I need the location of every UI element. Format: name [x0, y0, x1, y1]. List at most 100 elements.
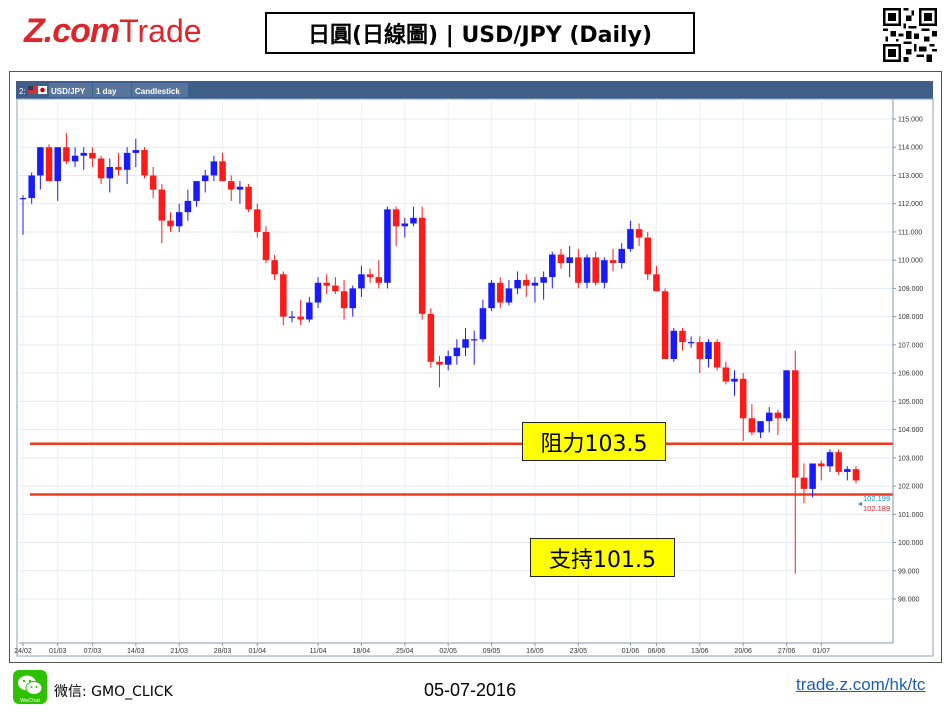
candle — [852, 466, 860, 484]
candle — [245, 183, 252, 213]
candle-body — [444, 356, 452, 365]
candle — [653, 265, 660, 292]
candle — [193, 181, 200, 207]
candle — [592, 251, 599, 286]
candle-body — [97, 158, 105, 179]
candle — [63, 133, 70, 165]
candle — [115, 152, 122, 176]
candle-body — [818, 463, 825, 467]
candle-body — [332, 285, 339, 292]
candle-body — [488, 282, 495, 309]
toolbar-symbol[interactable]: USD/JPY — [51, 87, 86, 96]
x-tick-label: 13/06 — [691, 648, 709, 655]
candle — [453, 339, 461, 365]
candle — [531, 277, 539, 303]
page-title: 日圓(日線圖) | USD/JPY (Daily) — [265, 12, 695, 54]
y-tick-label: 109.000 — [898, 286, 923, 293]
candle — [722, 361, 730, 385]
candle-body — [800, 477, 808, 489]
candle — [696, 336, 704, 374]
candle — [80, 147, 87, 170]
candle — [488, 279, 495, 311]
candle — [349, 285, 356, 317]
candle-body — [358, 274, 365, 289]
y-tick-label: 98.000 — [898, 597, 920, 604]
website-link[interactable]: trade.z.com/hk/tc — [796, 675, 926, 694]
candle-body — [80, 152, 87, 156]
candle — [774, 409, 782, 436]
candle-body — [280, 274, 287, 317]
candle — [765, 407, 773, 433]
candle-body — [71, 155, 79, 162]
candle — [809, 463, 816, 498]
candle-body — [175, 212, 183, 227]
candle-body — [63, 147, 70, 162]
candle — [644, 231, 651, 280]
candle — [306, 296, 313, 323]
candle — [514, 271, 521, 295]
candle — [731, 370, 738, 396]
candle-body — [210, 161, 218, 176]
candle-body — [470, 339, 478, 341]
y-tick-label: 101.000 — [898, 512, 923, 519]
candle — [384, 206, 391, 289]
candle — [201, 169, 209, 193]
candle-body — [297, 316, 304, 320]
candle-body — [462, 339, 469, 348]
candle — [184, 189, 192, 221]
wechat-icon-text: WeChat — [20, 698, 40, 704]
candle-body — [583, 257, 591, 283]
candle-body — [549, 254, 556, 278]
candle-body — [575, 257, 582, 283]
candle-body — [783, 370, 790, 419]
candle-body — [731, 378, 738, 382]
candle — [540, 271, 547, 300]
candle-body — [792, 370, 799, 478]
candle — [228, 175, 235, 201]
candle — [601, 257, 608, 289]
candle-body — [844, 469, 851, 472]
y-tick-label: 110.000 — [898, 258, 923, 265]
y-tick-label: 100.000 — [898, 540, 923, 547]
candle — [427, 308, 435, 368]
x-tick-label: 09/05 — [483, 648, 501, 655]
candle — [635, 223, 643, 247]
candle-body — [757, 421, 764, 433]
candle — [462, 327, 469, 357]
candle — [45, 144, 53, 182]
candle — [609, 248, 617, 272]
candle — [410, 206, 417, 227]
candle-body — [601, 260, 608, 283]
candle-body — [306, 302, 313, 320]
candle — [89, 147, 96, 167]
candle-body — [271, 260, 278, 275]
x-tick-label: 27/06 — [778, 648, 796, 655]
x-tick-label: 01/03 — [49, 648, 67, 655]
candle-body — [436, 361, 443, 365]
y-tick-label: 99.000 — [898, 568, 920, 575]
candle — [323, 274, 330, 295]
candle — [783, 370, 790, 422]
candle — [705, 339, 712, 368]
x-tick-label: 28/03 — [214, 648, 232, 655]
x-tick-label: 25/04 — [396, 648, 414, 655]
candle-body — [158, 189, 166, 221]
toolbar-interval[interactable]: 1 day — [96, 87, 117, 96]
toolbar-chart-type[interactable]: Candlestick — [135, 87, 180, 96]
candle — [54, 147, 61, 201]
candle-body — [557, 254, 565, 263]
candle-body — [106, 167, 114, 179]
candle-body — [739, 378, 747, 419]
candle-body — [835, 452, 842, 472]
candle-body — [627, 229, 634, 249]
x-tick-label: 06/06 — [648, 648, 666, 655]
candle — [418, 206, 426, 320]
wechat-icon[interactable]: WeChat — [13, 670, 47, 704]
zcom-trade-logo: Z.comTrade — [24, 12, 202, 56]
x-tick-label: 07/03 — [84, 648, 102, 655]
candle — [340, 279, 348, 320]
candle — [800, 463, 808, 503]
candlestick-chart: 2: USD/JPY 1 day Candlestick 115.000 114.… — [14, 81, 934, 657]
candle-body — [679, 330, 686, 343]
candle — [818, 460, 825, 481]
